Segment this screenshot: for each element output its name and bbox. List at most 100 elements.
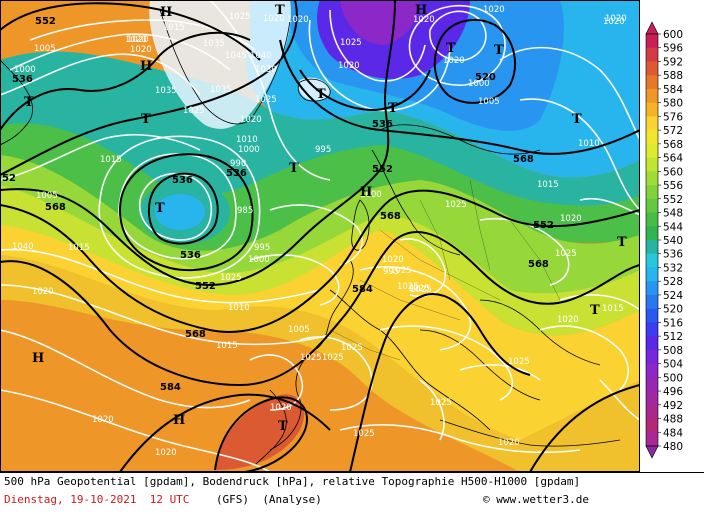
legend-value-label: 600 [663,29,683,41]
high-center-symbol: H [415,3,427,18]
legend-value-label: 500 [663,372,683,384]
geo-label: 568 [528,259,549,270]
pressure-label: 1020 [338,61,360,71]
pressure-label: 1020 [155,448,177,458]
pressure-label: 1020 [125,35,147,45]
low-center-symbol: T [275,3,285,18]
pressure-label: 1005 [34,44,56,54]
geo-label: 584 [352,284,373,295]
legend-swatch [646,377,658,392]
legend-labels: 6005965925885845805765725685645605565525… [658,29,683,453]
pressure-label: 1000 [14,65,36,75]
low-center-symbol: T [590,303,600,318]
pressure-label: 1020 [560,214,582,224]
legend-value-label: 508 [663,345,683,357]
model-name: (GFS) [215,493,250,506]
pressure-label: 1020 [605,14,627,24]
legend-value-label: 572 [663,125,683,137]
geo-label: 552 [195,281,216,292]
pressure-label: 1015 [100,155,122,165]
legend-value-label: 560 [663,166,683,178]
legend-swatch [646,102,658,117]
country-borders [329,179,561,361]
forecast-date: Dienstag, 19-10-2021 12 UTC [4,493,190,506]
pressure-label: 1015 [216,341,238,351]
legend-swatch [646,61,658,76]
geo-label: 568 [45,202,66,213]
legend-swatch [646,308,658,323]
copyright-link[interactable]: © www.wetter3.de [483,493,589,506]
geo-label: 536 [172,175,193,186]
footer: 500 hPa Geopotential [gpdam], Bodendruck… [0,472,704,514]
legend-swatch [646,157,658,172]
topo-band-564 [0,220,640,440]
legend-swatch [646,391,658,406]
low-center-symbol: T [278,419,288,434]
legend-swatch [646,363,658,378]
legend-value-label: 580 [663,98,683,110]
legend-swatch [646,253,658,268]
legend-value-label: 536 [663,249,683,261]
legend-swatch [646,294,658,310]
pressure-label: 1000 [248,255,270,265]
legend-value-label: 484 [663,427,683,439]
legend-value-label: 552 [663,194,683,206]
geo-label: 568 [185,329,206,340]
legend-value-label: 588 [663,70,683,82]
analysis-mode: (Analyse) [262,493,322,506]
pressure-label: 1005 [288,325,310,335]
geo-label: 520 [475,72,496,83]
cold-pocket-west-core [155,194,205,230]
low-center-symbol: T [572,112,582,127]
low-center-symbol: T [617,235,627,250]
legend-swatches [645,21,659,459]
geo-label: 536 [180,250,201,261]
topo-band-556 [0,180,640,336]
low-center-symbol: T [289,161,299,176]
high-center-symbol: H [160,5,172,20]
legend-value-label: 480 [663,441,683,453]
low-center-symbol: T [316,87,326,102]
legend-swatch [646,240,658,255]
warm-pocket-iberia [215,394,304,470]
legend-value-label: 488 [663,414,683,426]
legend-arrow-top [645,21,659,35]
legend-value-label: 524 [663,290,683,302]
legend-value-label: 556 [663,180,683,192]
pressure-label: 1020 [270,403,292,413]
pressure-label: 1010 [236,135,258,145]
legend-swatch [646,34,658,49]
pressure-label: 1020 [130,45,152,55]
legend-swatch [646,130,658,145]
legend-swatch [646,432,658,447]
pressure-label: 1025 [341,343,363,353]
pressure-label: 1020 [382,255,404,265]
geo-label: 552 [35,16,56,27]
pressure-label: 1025 [410,285,432,295]
pressure-label: 1000 [468,79,490,89]
pressure-label: 1010 [578,139,600,149]
pressure-label: 1005 [478,97,500,107]
legend-arrow-bottom [645,445,659,459]
pressure-label: 1035 [155,86,177,96]
map-description: 500 hPa Geopotential [gpdam], Bodendruck… [4,475,581,488]
legend-value-label: 584 [663,84,683,96]
legend-value-label: 520 [663,304,683,316]
pressure-label: 1020 [483,5,505,15]
pressure-label: 1020 [32,287,54,297]
low-center-symbol: T [494,43,504,58]
pressure-label: 1020 [92,415,114,425]
legend-value-label: 540 [663,235,683,247]
pressure-label: 1020 [263,14,285,24]
geo-label: 536 [12,74,33,85]
legend-value-label: 576 [663,111,683,123]
pressure-label: 1020 [287,15,309,25]
geo-label: 584 [160,382,181,393]
pressure-label: 1015 [163,23,185,33]
geo-label: 568 [513,154,534,165]
legend-value-label: 564 [663,153,683,165]
weather-map: 552 536 52 568 536 536 536 552 520 536 5… [0,0,640,472]
pressure-label: 1000 [238,145,260,155]
high-center-symbol: H [360,185,372,200]
legend-swatch [646,171,658,186]
